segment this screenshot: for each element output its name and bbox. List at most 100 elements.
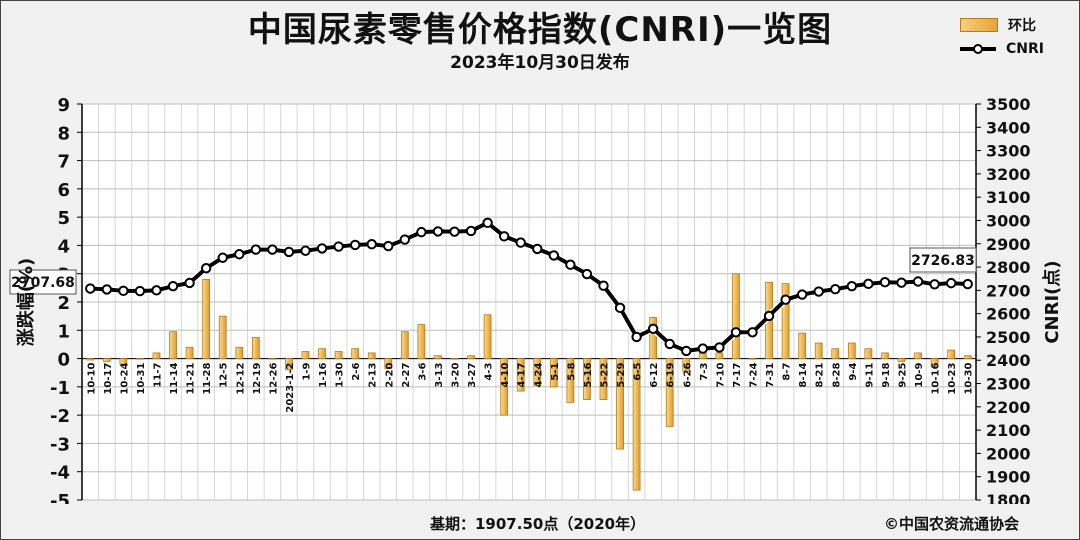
left-tick-label: 1 — [57, 321, 70, 342]
cnri-point-6-12 — [647, 323, 659, 334]
bar-1-9 — [301, 351, 310, 359]
right-tick-label: 2700 — [986, 281, 1031, 300]
cnri-point-10-16 — [929, 279, 940, 290]
category-label: 2-6 — [351, 363, 362, 381]
bar-5-16 — [583, 358, 591, 400]
cnri-point-5-22 — [598, 280, 609, 291]
category-label: 10-9 — [914, 363, 925, 388]
bar-8-14 — [798, 332, 807, 359]
bar-7-10 — [715, 352, 724, 359]
bar-11-28 — [202, 278, 211, 359]
left-tick-label: 9 — [57, 95, 70, 116]
bar-10-17 — [102, 358, 111, 362]
cnri-point-8-14 — [796, 289, 808, 300]
category-label: 10-17 — [103, 363, 114, 395]
cnri-point-9-11 — [863, 278, 874, 290]
bar-1-16 — [318, 348, 326, 359]
chart-area: 9876543210-1-2-3-4-535003400330032003100… — [0, 84, 1080, 512]
right-tick-label: 2500 — [986, 328, 1031, 347]
cnri-point-5-16 — [581, 268, 593, 280]
cnri-point-10-24 — [118, 285, 129, 297]
callout-first-value-box — [9, 269, 77, 295]
legend-item-bar: 环比 — [960, 15, 1036, 35]
category-label: 5-1 — [550, 363, 561, 381]
right-tick-label: 2400 — [986, 351, 1031, 370]
right-tick-label: 2900 — [986, 235, 1031, 254]
bar-9-18 — [881, 352, 889, 359]
base-period-note: 基期：1907.50点（2020年） — [430, 515, 646, 533]
category-label: 2-27 — [401, 363, 412, 388]
right-tick-label: 1800 — [986, 491, 1031, 504]
cnri-point-4-17 — [515, 237, 526, 248]
bar-2-6 — [351, 348, 360, 359]
category-label: 9-25 — [898, 363, 909, 388]
right-tick-label: 2300 — [986, 375, 1031, 394]
bar-12-12 — [235, 346, 244, 359]
cnri-point-8-28 — [830, 283, 841, 295]
category-label: 12-19 — [252, 363, 263, 395]
right-tick-label: 3200 — [986, 165, 1031, 184]
chart-subtitle: 2023年10月30日发布 — [450, 53, 630, 73]
cnri-point-1-16 — [316, 243, 328, 254]
bar-6-26 — [682, 358, 691, 372]
bar-4-3 — [483, 314, 492, 359]
category-label: 10-10 — [86, 363, 97, 395]
category-label: 9-18 — [881, 363, 892, 388]
category-label: 12-5 — [219, 363, 230, 388]
bar-12-26 — [268, 358, 277, 360]
category-label: 10-16 — [931, 363, 942, 395]
cnri-point-8-21 — [813, 286, 824, 297]
callout-last-value: 2726.83 — [911, 253, 975, 269]
line-swatch-icon — [960, 43, 996, 55]
bar-5-8 — [566, 358, 575, 403]
cnri-point-1-9 — [300, 245, 311, 256]
category-label: 3-6 — [417, 363, 428, 381]
left-tick-label: -4 — [50, 463, 70, 484]
cnri-point-4-10 — [498, 231, 510, 242]
bar-3-6 — [417, 324, 426, 359]
category-label: 8-14 — [798, 363, 809, 388]
bar-11-7 — [152, 352, 161, 359]
bar-10-24 — [119, 358, 128, 365]
category-label: 10-23 — [947, 363, 958, 395]
bar-6-12 — [649, 317, 658, 359]
category-label: 12-12 — [235, 363, 246, 395]
bar-10-9 — [914, 352, 922, 359]
bar-9-4 — [847, 342, 856, 359]
cnri-point-9-4 — [846, 280, 858, 292]
left-tick-label: 8 — [57, 123, 70, 144]
bar-swatch-icon — [960, 18, 998, 32]
legend-line-label: CNRI — [1006, 41, 1044, 57]
category-label: 7-24 — [749, 363, 760, 388]
right-tick-label: 3100 — [986, 188, 1031, 207]
bar-12-19 — [251, 336, 260, 359]
bar-3-20 — [450, 358, 459, 360]
right-tick-label: 2200 — [986, 398, 1031, 417]
cnri-point-11-7 — [151, 285, 162, 296]
cnri-point-8-7 — [780, 294, 791, 305]
cnri-point-10-9 — [912, 276, 924, 287]
bar-8-21 — [814, 342, 823, 359]
cnri-point-3-27 — [465, 225, 477, 237]
category-label: 8-28 — [831, 363, 842, 388]
callout-first-value: 2707.68 — [11, 275, 75, 291]
category-label: 6-12 — [649, 363, 660, 388]
bar-8-7 — [781, 283, 790, 359]
right-tick-label: 3400 — [986, 118, 1031, 137]
category-label: 2-13 — [368, 363, 379, 388]
cnri-point-4-24 — [532, 243, 543, 255]
category-label: 5-22 — [600, 363, 611, 388]
bar-10-16 — [930, 358, 939, 368]
category-label: 5-29 — [616, 363, 627, 388]
category-label: 6-5 — [633, 363, 644, 381]
bar-10-31 — [136, 358, 144, 360]
bar-1-30 — [334, 351, 343, 359]
cnri-point-12-12 — [234, 249, 245, 260]
right-tick-label: 1900 — [986, 468, 1031, 487]
category-label: 5-8 — [566, 363, 577, 381]
bar-3-27 — [467, 355, 475, 359]
category-label: 1-16 — [318, 363, 329, 388]
cnri-point-9-25 — [896, 277, 907, 288]
callout-last-value-box — [909, 247, 977, 273]
right-tick-label: 2100 — [986, 421, 1031, 440]
